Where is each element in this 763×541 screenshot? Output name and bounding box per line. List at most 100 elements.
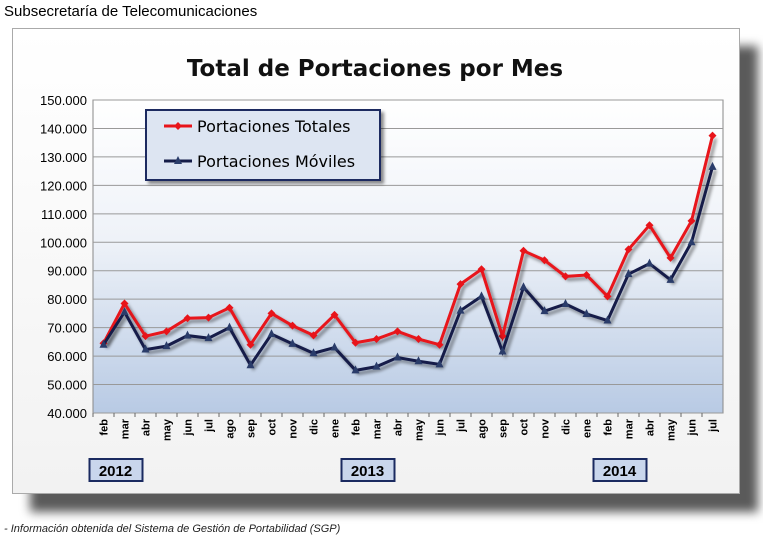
- y-tick-label: 40.000: [47, 406, 87, 421]
- data-point-totales: [519, 246, 528, 255]
- data-point-moviles: [204, 333, 213, 342]
- series-line-1: [102, 166, 714, 372]
- data-point-moviles: [519, 282, 528, 291]
- data-point-totales: [708, 131, 717, 140]
- x-tick-label: dic: [561, 419, 573, 435]
- x-tick-label: jul: [456, 419, 468, 433]
- data-point-totales: [120, 299, 129, 308]
- data-point-totales: [288, 321, 297, 330]
- data-point-totales: [351, 338, 360, 347]
- x-tick-label: may: [666, 418, 678, 441]
- data-point-moviles: [456, 305, 465, 314]
- year-box: [592, 458, 648, 482]
- year-label: 2012: [99, 463, 132, 480]
- data-point-totales: [624, 245, 633, 254]
- data-point-moviles: [708, 161, 717, 170]
- data-point-moviles: [603, 315, 612, 324]
- y-tick-label: 50.000: [47, 378, 87, 393]
- x-tick-label: mar: [120, 418, 132, 439]
- data-point-totales: [414, 335, 423, 344]
- data-point-moviles: [288, 338, 297, 347]
- data-point-moviles: [582, 308, 591, 317]
- data-point-moviles: [99, 339, 108, 348]
- data-point-moviles: [267, 329, 276, 338]
- data-point-totales: [666, 253, 675, 262]
- y-tick-label: 70.000: [47, 321, 87, 336]
- x-tick-label: nov: [288, 418, 300, 438]
- data-point-moviles: [414, 356, 423, 365]
- x-tick-label: jul: [708, 419, 720, 433]
- x-tick-label: sep: [498, 419, 510, 438]
- year-box: [88, 458, 144, 482]
- data-point-totales: [330, 310, 339, 319]
- data-point-totales: [141, 332, 150, 341]
- year-box: [340, 458, 396, 482]
- x-tick-label: jul: [204, 419, 216, 433]
- data-point-totales: [309, 331, 318, 340]
- x-tick-label: feb: [603, 419, 615, 436]
- x-tick-label: mar: [372, 418, 384, 439]
- data-point-totales: [645, 221, 654, 230]
- footer-note: - Información obtenida del Sistema de Ge…: [4, 523, 341, 535]
- x-tick-label: mar: [624, 418, 636, 439]
- data-point-moviles: [162, 341, 171, 350]
- data-point-totales: [204, 313, 213, 322]
- y-tick-label: 90.000: [47, 264, 87, 279]
- data-point-totales: [687, 216, 696, 225]
- x-tick-label: oct: [519, 419, 531, 436]
- data-point-totales: [162, 327, 171, 336]
- y-tick-label: 100.000: [40, 235, 87, 250]
- data-point-moviles: [624, 269, 633, 278]
- data-point-totales: [267, 309, 276, 318]
- header-title: Subsecretaría de Telecomunicaciones: [4, 3, 258, 20]
- data-point-moviles: [246, 360, 255, 369]
- data-point-totales: [372, 335, 381, 344]
- data-point-totales: [561, 272, 570, 281]
- data-point-totales: [225, 303, 234, 312]
- year-label: 2013: [351, 463, 384, 480]
- legend-label: Portaciones Móviles: [197, 152, 355, 171]
- data-point-moviles: [393, 352, 402, 361]
- year-label: 2014: [603, 463, 637, 480]
- data-point-moviles: [141, 344, 150, 353]
- y-tick-label: 150.000: [40, 93, 87, 108]
- data-point-moviles: [183, 330, 192, 339]
- y-tick-label: 120.000: [40, 178, 87, 193]
- data-point-totales: [435, 340, 444, 349]
- x-tick-label: nov: [540, 418, 552, 438]
- x-tick-label: dic: [309, 419, 321, 435]
- data-point-moviles: [645, 258, 654, 267]
- x-tick-label: jun: [687, 419, 699, 437]
- data-point-totales: [603, 292, 612, 301]
- data-point-moviles: [330, 342, 339, 351]
- x-tick-label: abr: [141, 418, 153, 436]
- y-tick-label: 140.000: [40, 121, 87, 136]
- data-point-totales: [582, 270, 591, 279]
- data-point-totales: [477, 265, 486, 274]
- legend-marker: [174, 156, 182, 164]
- data-point-moviles: [687, 237, 696, 246]
- y-tick-label: 80.000: [47, 292, 87, 307]
- data-point-moviles: [372, 361, 381, 370]
- data-point-moviles: [435, 359, 444, 368]
- data-point-totales: [246, 340, 255, 349]
- legend-label: Portaciones Totales: [197, 117, 351, 136]
- data-point-moviles: [309, 348, 318, 357]
- legend-marker: [174, 122, 182, 130]
- data-point-totales: [393, 327, 402, 336]
- data-point-moviles: [498, 346, 507, 355]
- y-tick-label: 130.000: [40, 150, 87, 165]
- x-tick-label: ene: [582, 419, 594, 438]
- x-tick-label: oct: [267, 419, 279, 436]
- y-tick-label: 60.000: [47, 349, 87, 364]
- data-point-totales: [498, 332, 507, 341]
- x-tick-label: jun: [435, 419, 447, 437]
- x-tick-label: abr: [645, 418, 657, 436]
- y-tick-label: 110.000: [41, 207, 87, 222]
- x-tick-label: sep: [246, 419, 258, 438]
- data-point-moviles: [225, 322, 234, 331]
- chart-title: Total de Portaciones por Mes: [187, 56, 563, 82]
- x-tick-label: jun: [183, 419, 195, 437]
- data-point-moviles: [477, 291, 486, 300]
